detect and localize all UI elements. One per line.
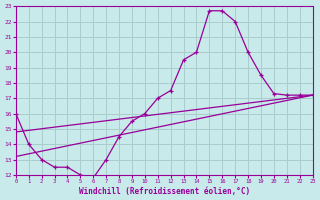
X-axis label: Windchill (Refroidissement éolien,°C): Windchill (Refroidissement éolien,°C) <box>79 187 250 196</box>
